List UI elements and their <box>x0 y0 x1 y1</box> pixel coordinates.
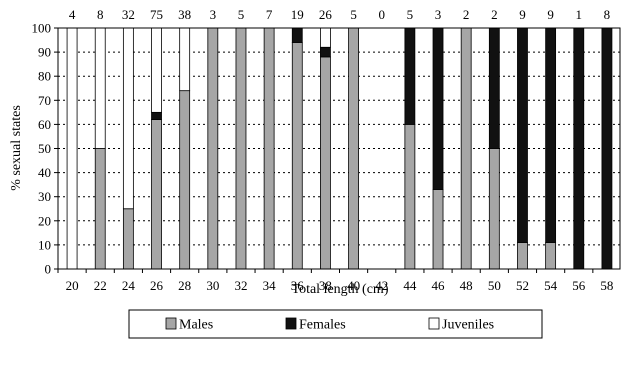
bar-males-48 <box>460 27 472 270</box>
sample-size-label: 5 <box>407 7 414 22</box>
sample-size-label: 32 <box>122 7 135 22</box>
sample-size-label: 8 <box>97 7 104 22</box>
x-axis-ticks: 20 22 24 26 28 30 32 34 36 38 40 42 44 46 48 50 52 54 56 58 <box>57 269 613 293</box>
bar-males-54 <box>545 242 557 270</box>
bar-females-26 <box>151 111 162 120</box>
y-tick-label: 70 <box>38 93 51 108</box>
x-tick-label: 36 <box>291 278 305 293</box>
bar-males-36 <box>291 42 303 270</box>
y-tick-label: 100 <box>32 21 52 36</box>
bar-males-32 <box>235 27 247 270</box>
x-tick-label: 34 <box>263 278 277 293</box>
x-tick-label: 38 <box>319 278 332 293</box>
y-tick-label: 90 <box>38 45 51 60</box>
bar-females-36 <box>291 27 303 43</box>
bar-males-52 <box>517 242 528 270</box>
sample-size-label: 9 <box>519 7 526 22</box>
y-tick-label: 60 <box>38 117 51 132</box>
x-tick-label: 30 <box>206 278 219 293</box>
x-tick-label: 28 <box>178 278 191 293</box>
sample-size-label: 3 <box>210 7 217 22</box>
x-tick-label: 52 <box>516 278 529 293</box>
sample-size-label: 75 <box>150 7 163 22</box>
sample-size-label: 5 <box>238 7 245 22</box>
y-tick-label: 80 <box>38 69 51 84</box>
bar-males-50 <box>488 148 500 270</box>
sample-size-label: 1 <box>576 7 583 22</box>
sample-size-label: 0 <box>378 7 385 22</box>
x-tick-label: 58 <box>600 278 613 293</box>
x-tick-label: 22 <box>94 278 107 293</box>
legend-label-females: Females <box>299 318 346 333</box>
sample-size-labels: 4 8 32 75 38 3 5 7 19 26 5 0 5 3 2 2 9 9 1 8 <box>69 7 610 22</box>
bar-juveniles-20 <box>66 27 78 270</box>
gridlines <box>58 51 621 246</box>
bar-males-28 <box>179 90 191 270</box>
bar-males-26 <box>151 119 162 270</box>
x-tick-label: 44 <box>403 278 417 293</box>
y-tick-label: 50 <box>38 141 51 156</box>
bar-females-52 <box>517 27 528 243</box>
y-tick-label: 0 <box>45 262 52 277</box>
sample-size-label: 2 <box>491 7 498 22</box>
bar-juveniles-38 <box>320 27 331 48</box>
bar-females-38 <box>320 46 331 58</box>
bar-males-34 <box>263 27 275 270</box>
sample-size-label: 3 <box>435 7 442 22</box>
bar-juveniles-22 <box>94 27 106 149</box>
x-tick-label: 56 <box>572 278 586 293</box>
bar-juveniles-28 <box>179 27 191 92</box>
x-axis-title: Total length (cm) <box>292 282 389 297</box>
bar-females-46 <box>432 27 444 190</box>
y-axis-title: % sexual states <box>9 105 24 191</box>
x-tick-label: 42 <box>375 278 388 293</box>
bar-males-24 <box>122 208 134 270</box>
sample-size-label: 19 <box>291 7 304 22</box>
bar-females-44 <box>404 27 416 125</box>
sample-size-label: 4 <box>69 7 76 22</box>
bar-females-58 <box>601 27 613 270</box>
sample-size-label: 9 <box>547 7 554 22</box>
bar-females-56 <box>573 27 585 270</box>
legend-label-males: Males <box>179 318 213 333</box>
sample-size-label: 38 <box>178 7 191 22</box>
legend-swatch-females <box>285 317 297 330</box>
x-tick-label: 46 <box>432 278 446 293</box>
y-tick-label: 40 <box>38 165 51 180</box>
x-tick-label: 48 <box>460 278 473 293</box>
bar-males-30 <box>207 27 219 270</box>
bar-males-46 <box>432 189 444 270</box>
sample-size-label: 8 <box>604 7 611 22</box>
bar-juveniles-26 <box>151 27 162 113</box>
legend-swatch-juveniles <box>428 317 440 330</box>
sample-size-label: 7 <box>266 7 273 22</box>
sample-size-label: 5 <box>350 7 357 22</box>
sample-size-label: 2 <box>463 7 470 22</box>
x-tick-label: 50 <box>488 278 501 293</box>
x-tick-label: 54 <box>544 278 558 293</box>
legend-label-juveniles: Juveniles <box>442 318 494 333</box>
bar-males-38 <box>320 56 331 270</box>
y-tick-label: 20 <box>38 213 51 228</box>
bar-males-44 <box>404 124 416 270</box>
y-tick-label: 10 <box>38 237 51 252</box>
bar-males-40 <box>348 27 359 270</box>
legend-box <box>128 309 543 339</box>
bar-juveniles-24 <box>122 27 134 210</box>
legend-swatch-males <box>165 317 177 330</box>
x-tick-label: 20 <box>66 278 79 293</box>
x-tick-label: 40 <box>347 278 360 293</box>
sample-size-label: 26 <box>319 7 333 22</box>
legend: Males Females Juveniles <box>128 309 543 339</box>
bar-males-22 <box>94 148 106 270</box>
y-axis-ticks: 0 10 20 30 40 50 60 70 80 90 100 <box>32 21 58 277</box>
x-tick-label: 24 <box>122 278 136 293</box>
bar-females-54 <box>545 27 557 243</box>
x-tick-label: 32 <box>234 278 247 293</box>
bar-females-50 <box>488 27 500 149</box>
y-tick-label: 30 <box>38 189 51 204</box>
x-tick-label: 26 <box>150 278 164 293</box>
